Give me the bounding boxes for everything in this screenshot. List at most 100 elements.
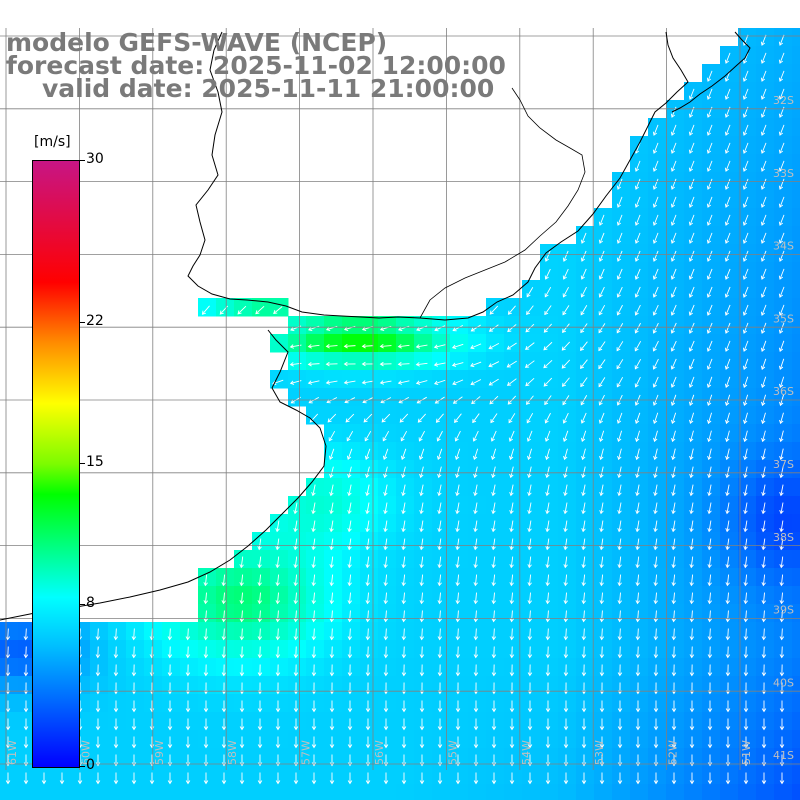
wind-arrow (617, 664, 623, 677)
wind-arrow (670, 250, 677, 262)
field-cell (756, 658, 775, 677)
field-cell (432, 586, 451, 605)
field-cell (774, 604, 793, 623)
field-cell (594, 478, 613, 497)
wind-arrow (131, 628, 137, 641)
wind-arrow (23, 700, 29, 713)
field-cell (756, 748, 775, 767)
field-cell (342, 352, 361, 371)
wind-arrow (598, 377, 606, 388)
wind-arrow (761, 646, 767, 659)
field-cell (576, 640, 595, 659)
wind-arrow (401, 520, 406, 533)
wind-arrow (671, 772, 677, 785)
wind-arrow (635, 592, 640, 605)
field-cell (684, 442, 703, 461)
wind-arrow (761, 502, 766, 515)
wind-arrow (598, 359, 606, 370)
wind-arrow (473, 646, 479, 659)
field-cell (342, 712, 361, 731)
wind-arrow (778, 250, 785, 262)
field-cell (378, 352, 397, 371)
field-cell (558, 568, 577, 587)
field-cell (792, 712, 800, 731)
field-cell (576, 676, 595, 695)
wind-arrow (670, 178, 677, 190)
wind-arrow (257, 538, 262, 551)
field-cell (216, 694, 235, 713)
wind-arrow (707, 412, 713, 425)
field-cell (450, 604, 469, 623)
field-cell (612, 640, 631, 659)
field-cell (738, 766, 757, 785)
wind-arrow (473, 538, 478, 551)
wind-arrow (671, 538, 676, 551)
wind-arrow (489, 305, 499, 315)
wind-arrow (778, 232, 785, 244)
field-cell (18, 676, 37, 695)
field-cell (180, 748, 199, 767)
lon-label: 52W (667, 740, 680, 765)
field-cell (540, 784, 559, 800)
field-cell (648, 496, 667, 515)
wind-arrow (149, 736, 155, 749)
lon-label: 59W (153, 740, 166, 765)
wind-arrow (167, 628, 173, 641)
field-cell (234, 568, 253, 587)
field-cell (540, 496, 559, 515)
field-cell (738, 694, 757, 713)
wind-arrow (742, 358, 749, 370)
wind-arrow (616, 178, 623, 190)
wind-arrow (670, 322, 677, 334)
field-cell (486, 514, 505, 533)
field-cell (558, 694, 577, 713)
wind-arrow (383, 664, 389, 677)
field-cell (756, 730, 775, 749)
wind-arrow (779, 628, 785, 641)
field-cell (792, 766, 800, 785)
colorbar-tickmark (79, 766, 85, 767)
field-cell (396, 514, 415, 533)
field-cell (702, 784, 721, 800)
field-cell (540, 298, 559, 317)
wind-arrow (778, 178, 785, 190)
field-cell (540, 766, 559, 785)
field-cell (342, 460, 361, 479)
field-cell (342, 514, 361, 533)
field-cell (792, 388, 800, 407)
field-cell (702, 766, 721, 785)
field-cell (378, 676, 397, 695)
field-cell (486, 550, 505, 569)
wind-arrow (707, 484, 712, 497)
wind-arrow (437, 646, 443, 659)
field-cell (378, 784, 397, 800)
field-cell (684, 604, 703, 623)
wind-arrow (239, 592, 244, 605)
wind-arrow (724, 376, 731, 388)
wind-arrow (329, 574, 334, 587)
wind-arrow (581, 466, 586, 479)
wind-arrow (707, 700, 713, 713)
wind-arrow (95, 772, 101, 785)
wind-arrow (325, 380, 338, 385)
field-cell (486, 748, 505, 767)
field-cell (576, 730, 595, 749)
field-cell (522, 586, 541, 605)
wind-arrow (345, 413, 355, 423)
field-cell (522, 694, 541, 713)
wind-arrow (113, 646, 119, 659)
wind-arrow (581, 592, 586, 605)
field-cell (792, 424, 800, 443)
wind-arrow (257, 628, 263, 641)
field-cell (666, 712, 685, 731)
wind-arrow (509, 718, 515, 731)
field-cell (702, 496, 721, 515)
wind-arrow (436, 430, 443, 442)
field-cell (684, 766, 703, 785)
wind-arrow (706, 268, 713, 280)
wind-arrow (724, 196, 731, 208)
wind-arrow (688, 142, 695, 154)
wind-arrow (221, 592, 226, 605)
field-cell (774, 622, 793, 641)
wind-arrow (599, 466, 604, 479)
